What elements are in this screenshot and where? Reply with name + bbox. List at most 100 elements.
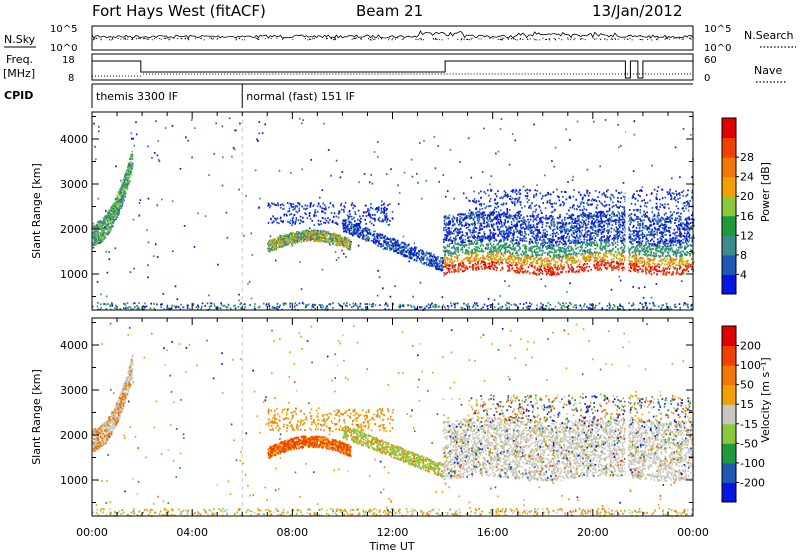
colorbar-tick-label: 50 bbox=[740, 379, 754, 392]
colorbar-tick-label: -200 bbox=[740, 476, 765, 489]
range-time-cells bbox=[443, 260, 693, 277]
nsearch-label: N.Search bbox=[744, 29, 794, 42]
power-colorbar: 4 8 12 16 20 24 28 bbox=[721, 117, 754, 295]
y-tick-label: 1000 bbox=[60, 474, 88, 487]
date-title: 13/Jan/2012 bbox=[592, 2, 683, 20]
colorbar-cell bbox=[722, 176, 736, 197]
colorbar-cell bbox=[722, 404, 736, 425]
y-tick-label: 4000 bbox=[60, 133, 88, 146]
velocity-colorbar: 200 100 50 15 -15 -50 -100 -200 bbox=[721, 325, 765, 503]
colorbar-tick-label: -15 bbox=[740, 418, 758, 431]
x-tick-label: 04:00 bbox=[176, 526, 208, 539]
colorbar-cell bbox=[722, 254, 736, 275]
nave-tick-top: 60 bbox=[704, 55, 717, 66]
nsky-label: N.Sky bbox=[4, 33, 36, 46]
power-colorbar-label: Power [dB] bbox=[759, 162, 772, 222]
y-tick-label: 3000 bbox=[60, 384, 88, 397]
freq-tick-bottom: 8 bbox=[68, 73, 74, 84]
colorbar-tick-label: 24 bbox=[740, 171, 754, 184]
freq-unit-label: [MHz] bbox=[3, 67, 35, 80]
colorbar-tick-label: 28 bbox=[740, 151, 754, 164]
colorbar-cell bbox=[722, 157, 736, 178]
power-ylabel: Slant Range [km] bbox=[30, 163, 43, 259]
colorbar-tick-label: 8 bbox=[740, 249, 747, 262]
y-tick-label: 1000 bbox=[60, 268, 88, 281]
colorbar-cell bbox=[722, 443, 736, 464]
x-tick-labels: 00:00 04:00 08:00 12:00 16:00 20:00 00:00 bbox=[76, 526, 709, 539]
colorbar-cell bbox=[722, 482, 736, 503]
nave-tick-bottom: 0 bbox=[704, 73, 710, 84]
colorbar-tick-label: 15 bbox=[740, 398, 754, 411]
colorbar-cell bbox=[722, 137, 736, 158]
y-tick-label: 2000 bbox=[60, 429, 88, 442]
colorbar-tick-label: 100 bbox=[740, 359, 761, 372]
range-time-cells bbox=[92, 150, 694, 267]
power-axes: 1000 2000 3000 4000 bbox=[60, 112, 694, 310]
x-tick-label: 16:00 bbox=[477, 526, 509, 539]
colorbar-frame bbox=[721, 325, 737, 503]
x-tick-label: 20:00 bbox=[577, 526, 609, 539]
x-tick-label: 00:00 bbox=[677, 526, 709, 539]
beam-title: Beam 21 bbox=[356, 2, 423, 20]
nsearch-tick-top: 10^5 bbox=[704, 24, 731, 35]
colorbar-tick-label: -50 bbox=[740, 437, 758, 450]
nsearch-dots bbox=[93, 37, 692, 41]
colorbar-tick-label: 16 bbox=[740, 210, 754, 223]
data-gap bbox=[625, 113, 629, 309]
range-time-cells bbox=[443, 251, 695, 268]
x-tick-label: 12:00 bbox=[377, 526, 409, 539]
colorbar-cell bbox=[722, 235, 736, 256]
nsky-line bbox=[91, 30, 694, 39]
cpid-segment-label-0: themis 3300 IF bbox=[96, 90, 178, 103]
colorbar-cell bbox=[722, 196, 736, 217]
colorbar-cell bbox=[722, 274, 736, 295]
nsky-series bbox=[91, 30, 694, 41]
colorbar-cell bbox=[722, 365, 736, 386]
y-tick-label: 2000 bbox=[60, 223, 88, 236]
colorbar-cell bbox=[722, 326, 736, 347]
velocity-panel-frame bbox=[91, 317, 694, 517]
power-data bbox=[92, 112, 695, 311]
nave-dots bbox=[92, 73, 691, 77]
cpid-label: CPID bbox=[4, 89, 33, 102]
range-time-cells bbox=[92, 334, 695, 517]
freq-strip-frame bbox=[91, 53, 694, 81]
velocity-ylabel: Slant Range [km] bbox=[30, 369, 43, 465]
nave-label: Nave bbox=[754, 64, 782, 77]
nsky-tick-bottom: 10^0 bbox=[50, 43, 77, 54]
colorbar-tick-label: 200 bbox=[740, 340, 761, 353]
colorbar-cell bbox=[722, 118, 736, 139]
cpid-segments: themis 3300 IF normal (fast) 151 IF bbox=[91, 84, 355, 108]
colorbar-tick-label: 12 bbox=[740, 229, 754, 242]
freq-tick-top: 18 bbox=[62, 55, 75, 66]
velocity-axes: 1000 2000 3000 4000 bbox=[60, 318, 694, 516]
colorbar-frame bbox=[721, 117, 737, 295]
data-gap bbox=[625, 319, 629, 515]
x-axis-label: Time UT bbox=[368, 540, 414, 553]
y-tick-label: 4000 bbox=[60, 339, 88, 352]
range-time-cells bbox=[109, 322, 692, 497]
nsearch-tick-bottom: 10^0 bbox=[704, 43, 731, 54]
colorbar-tick-label: -100 bbox=[740, 457, 765, 470]
range-time-cells bbox=[444, 260, 695, 276]
colorbar-cell bbox=[722, 462, 736, 483]
freq-series bbox=[92, 60, 693, 79]
velocity-data bbox=[92, 318, 695, 517]
nsky-tick-top: 10^5 bbox=[50, 24, 77, 35]
range-time-cells bbox=[92, 117, 695, 311]
x-tick-label: 00:00 bbox=[76, 526, 108, 539]
range-time-cells bbox=[124, 328, 693, 512]
range-time-cells bbox=[107, 323, 692, 489]
colorbar-cell bbox=[722, 345, 736, 366]
colorbar-cell bbox=[722, 423, 736, 444]
y-tick-label: 3000 bbox=[60, 178, 88, 191]
velocity-colorbar-label: Velocity [m s⁻¹] bbox=[759, 357, 772, 442]
freq-line bbox=[92, 60, 693, 79]
x-tick-label: 08:00 bbox=[276, 526, 308, 539]
freq-label: Freq. bbox=[6, 53, 33, 66]
cpid-segment-label-1: normal (fast) 151 IF bbox=[246, 90, 355, 103]
nsky-strip-frame bbox=[91, 25, 694, 51]
colorbar-cell bbox=[722, 215, 736, 236]
colorbar-tick-label: 20 bbox=[740, 190, 754, 203]
